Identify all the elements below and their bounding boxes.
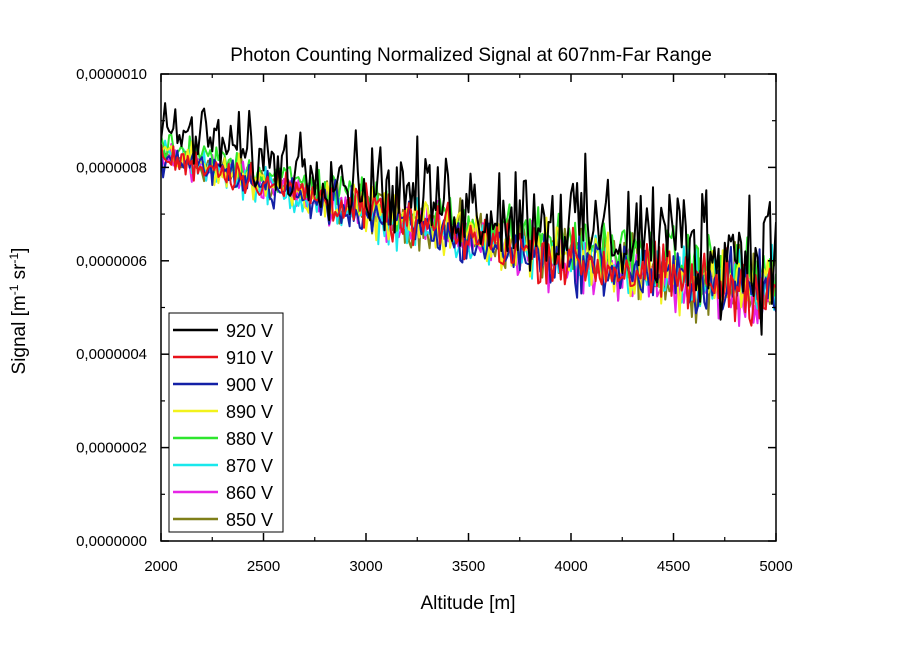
x-tick-label: 4000 [554, 558, 587, 575]
y-label-exp1: -1 [7, 284, 21, 295]
x-tick-label: 5000 [759, 558, 792, 575]
y-tick-label: 0,0000002 [76, 440, 147, 457]
legend-label: 890 V [226, 402, 273, 422]
x-tick-label: 2000 [144, 558, 177, 575]
x-tick-label: 2500 [247, 558, 280, 575]
y-tick-label: 0,0000004 [76, 346, 147, 363]
x-tick-label: 3000 [349, 558, 382, 575]
y-tick-label: 0,0000010 [76, 66, 147, 83]
y-label-end: ] [9, 248, 30, 253]
x-tick-label: 4500 [657, 558, 690, 575]
legend-box [168, 312, 284, 533]
y-label-mid: sr [9, 263, 30, 285]
legend-label: 860 V [226, 483, 273, 503]
legend-label: 870 V [226, 456, 273, 476]
y-label-base: Signal [m [9, 295, 30, 374]
legend-label: 880 V [226, 429, 273, 449]
legend-label: 900 V [226, 375, 273, 395]
legend: 920 V 910 V 900 V 890 V 880 V 870 V 860 V 850 V [168, 312, 284, 533]
y-tick-label: 0,0000006 [76, 253, 147, 270]
series-line-920-v [161, 102, 776, 336]
ticks-layer: 2000 2500 3000 3500 4000 4500 5000 0,0000000 0,0… [76, 66, 793, 575]
x-tick-label: 3500 [452, 558, 485, 575]
series-line-910-v [161, 144, 776, 327]
y-label-exp2: -1 [7, 252, 21, 263]
legend-label: 850 V [226, 510, 273, 530]
legend-label: 920 V [226, 321, 273, 341]
y-tick-label: 0,0000008 [76, 159, 147, 176]
series-line-890-v [161, 140, 776, 317]
y-tick-label: 0,0000000 [76, 533, 147, 550]
x-axis-label: Altitude [m] [420, 593, 515, 614]
legend-label: 910 V [226, 348, 273, 368]
chart-title: Photon Counting Normalized Signal at 607… [230, 45, 712, 66]
series-layer [161, 102, 776, 336]
y-axis-label: Signal [m-1 sr-1] [7, 248, 30, 375]
